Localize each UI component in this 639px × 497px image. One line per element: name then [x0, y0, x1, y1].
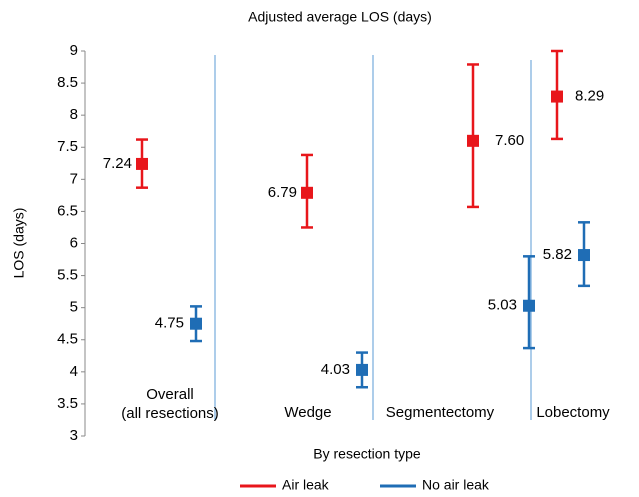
marker [301, 186, 313, 199]
x-tick-line: Wedge [284, 404, 331, 421]
y-tick-label: 5.5 [57, 267, 78, 284]
legend-label: Air leak [282, 477, 330, 493]
marker [551, 90, 563, 103]
x-tick-label: Overall (all resections) [121, 386, 219, 422]
x-tick-label: Segmentectomy [386, 404, 495, 421]
marker [578, 249, 590, 262]
marker [523, 299, 535, 312]
y-tick-label: 7 [70, 170, 78, 187]
legend-label: No air leak [422, 477, 490, 493]
y-axis-label: LOS (days) [11, 208, 27, 279]
x-tick-line: Segmentectomy [386, 404, 495, 421]
value-label: 4.75 [155, 315, 184, 332]
y-tick-label: 7.5 [57, 138, 78, 155]
value-label: 7.24 [103, 155, 132, 172]
y-tick-label: 3 [70, 427, 78, 444]
y-tick-label: 6 [70, 234, 78, 251]
y-tick-label: 4 [70, 363, 78, 380]
value-label: 7.60 [495, 132, 524, 149]
x-tick-label: Lobectomy [536, 404, 610, 421]
y-tick-label: 6.5 [57, 202, 78, 219]
value-label: 5.82 [543, 246, 572, 263]
y-tick-label: 5 [70, 299, 78, 316]
y-tick-label: 8 [70, 106, 78, 123]
chart-title: Adjusted average LOS (days) [248, 9, 432, 25]
marker [467, 134, 479, 147]
y-tick-label: 8.5 [57, 74, 78, 91]
y-tick-label: 9 [70, 42, 78, 59]
x-axis-label: By resection type [313, 446, 421, 462]
x-tick-label: Wedge [284, 404, 331, 421]
value-label: 8.29 [575, 88, 604, 105]
value-label: 5.03 [488, 297, 517, 314]
x-tick-line: Overall [146, 386, 194, 403]
marker [190, 317, 202, 330]
value-label: 4.03 [321, 361, 350, 378]
value-label: 6.79 [268, 184, 297, 201]
y-tick-label: 4.5 [57, 331, 78, 348]
y-tick-label: 3.5 [57, 395, 78, 412]
marker [136, 157, 148, 170]
marker [356, 363, 368, 376]
x-tick-line: (all resections) [121, 405, 219, 422]
x-tick-line: Lobectomy [536, 404, 610, 421]
